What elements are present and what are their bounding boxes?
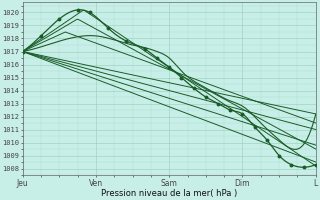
X-axis label: Pression niveau de la mer( hPa ): Pression niveau de la mer( hPa ) <box>101 189 237 198</box>
